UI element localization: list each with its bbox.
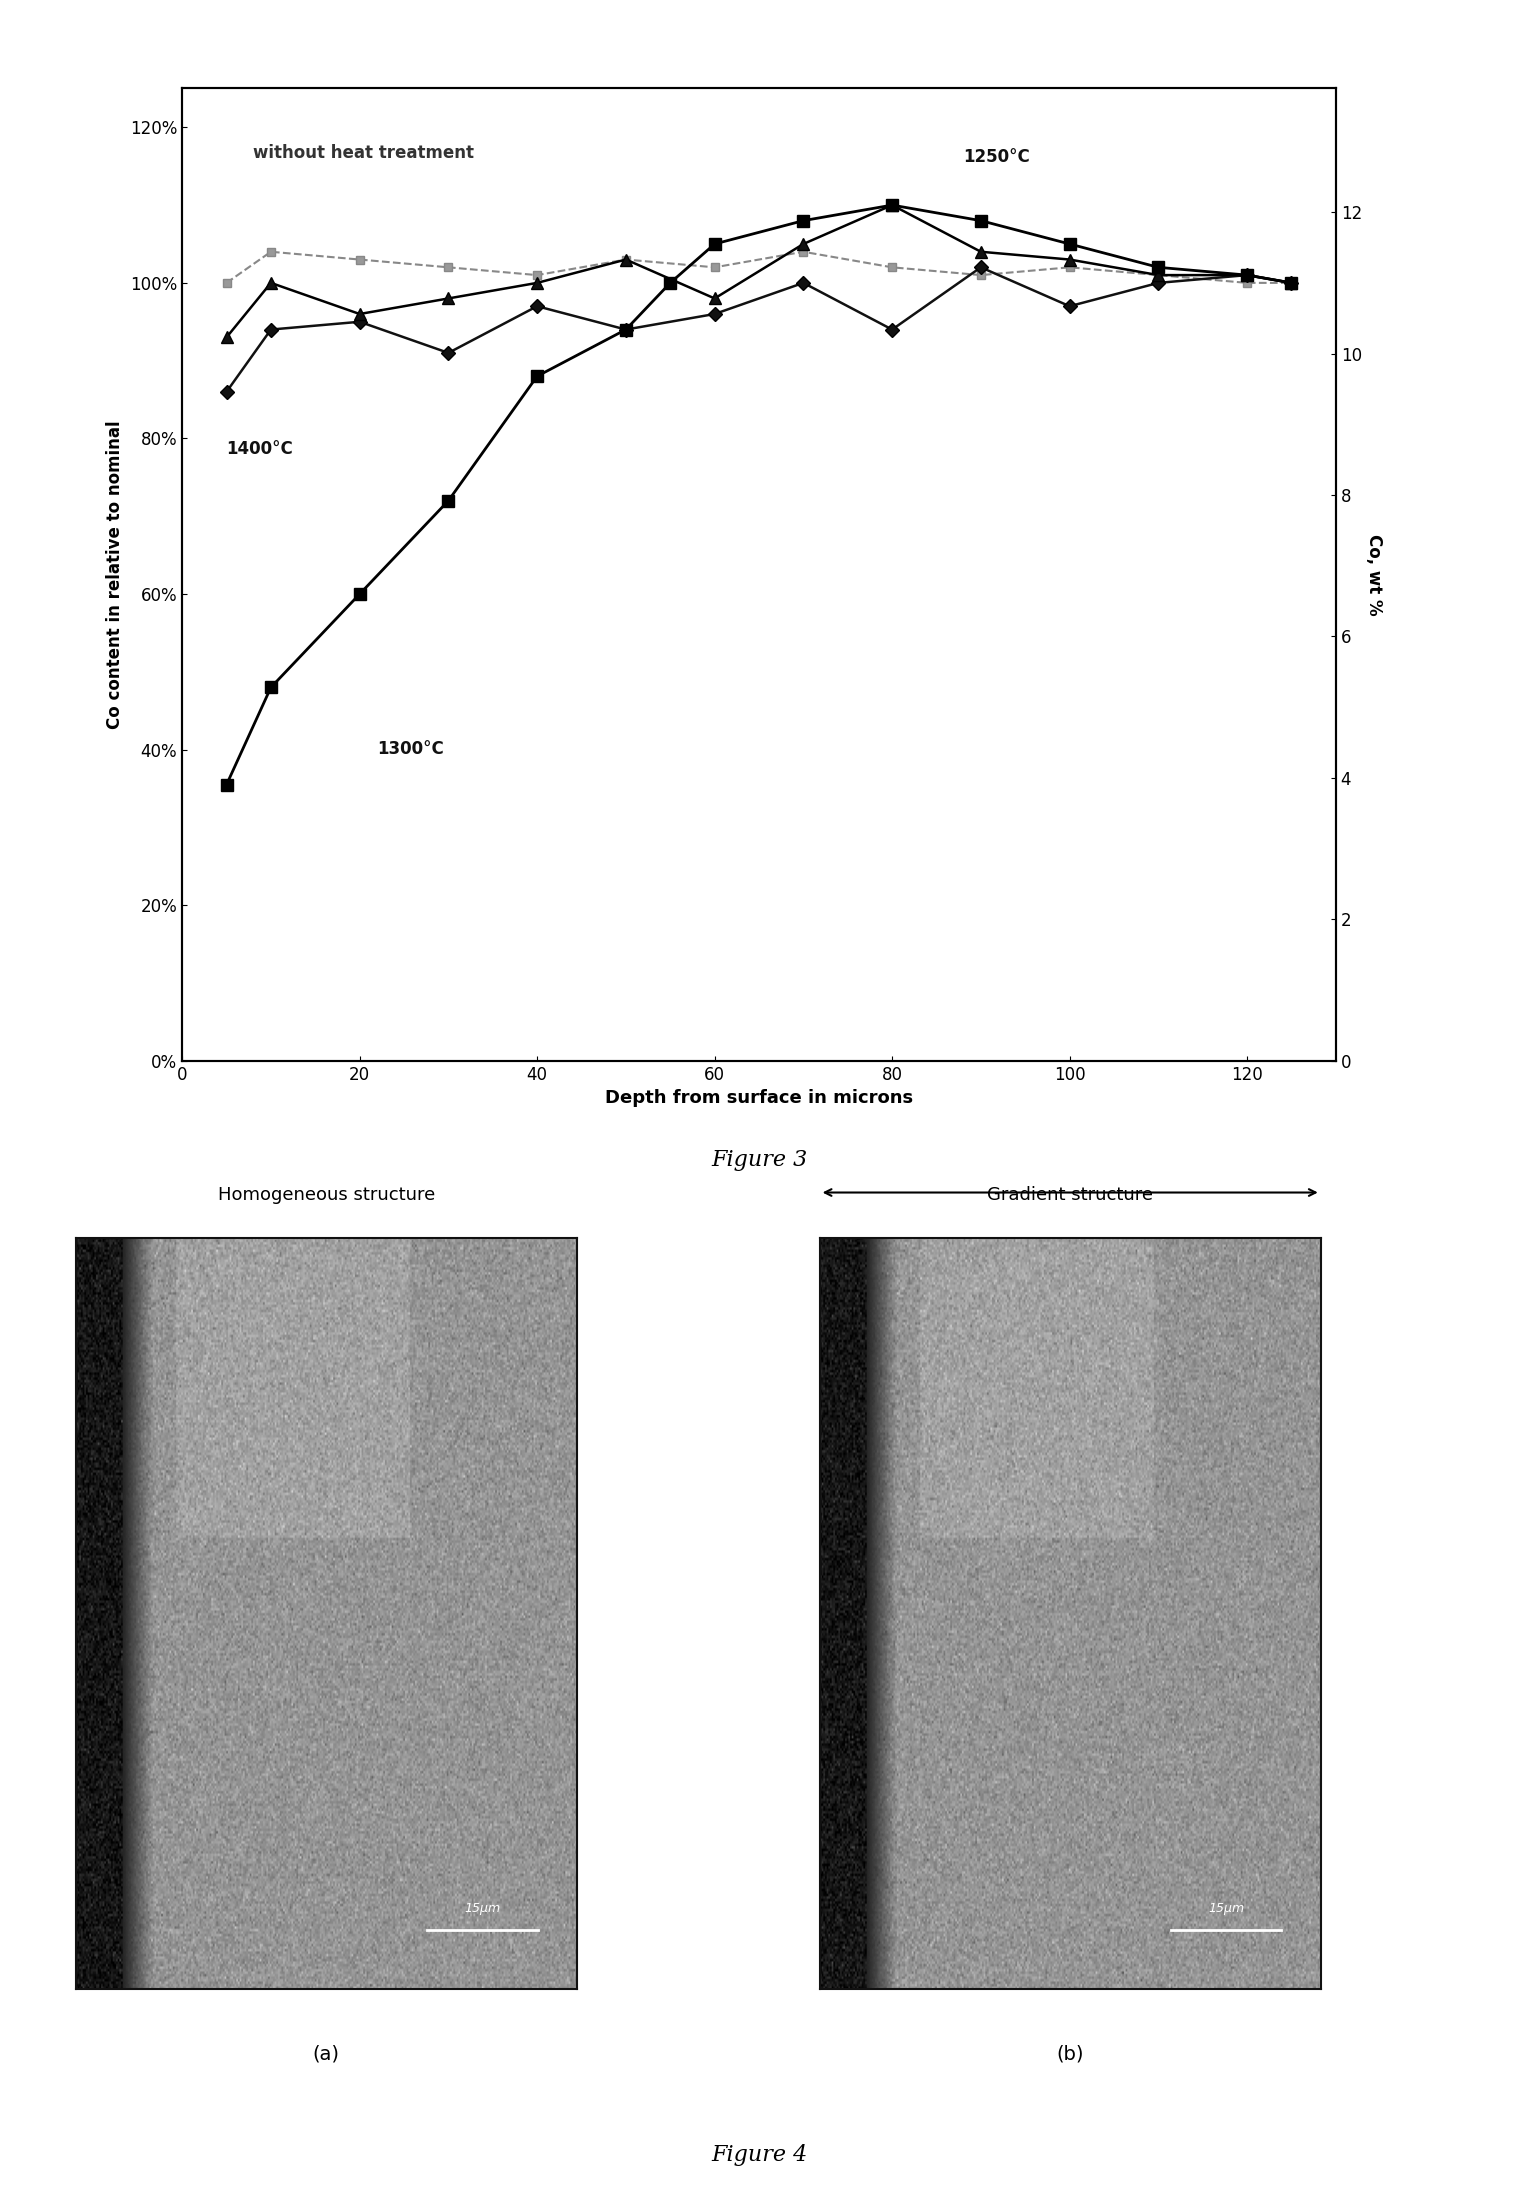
Y-axis label: Co, wt %: Co, wt % bbox=[1365, 535, 1383, 614]
Text: 1300°C: 1300°C bbox=[378, 740, 445, 758]
X-axis label: Depth from surface in microns: Depth from surface in microns bbox=[606, 1090, 912, 1107]
Text: without heat treatment: without heat treatment bbox=[254, 144, 474, 161]
Text: 1400°C: 1400°C bbox=[226, 440, 293, 457]
Text: Figure 3: Figure 3 bbox=[710, 1149, 808, 1171]
Text: 15μm: 15μm bbox=[1208, 1903, 1245, 1916]
Y-axis label: Co content in relative to nominal: Co content in relative to nominal bbox=[106, 420, 124, 729]
Text: Gradient structure: Gradient structure bbox=[987, 1187, 1154, 1204]
Text: 15μm: 15μm bbox=[465, 1903, 501, 1916]
Text: (b): (b) bbox=[1057, 2044, 1084, 2064]
Text: Figure 4: Figure 4 bbox=[710, 2144, 808, 2166]
Text: 1250°C: 1250°C bbox=[962, 148, 1029, 166]
Text: Homogeneous structure: Homogeneous structure bbox=[217, 1187, 436, 1204]
Text: (a): (a) bbox=[313, 2044, 340, 2064]
